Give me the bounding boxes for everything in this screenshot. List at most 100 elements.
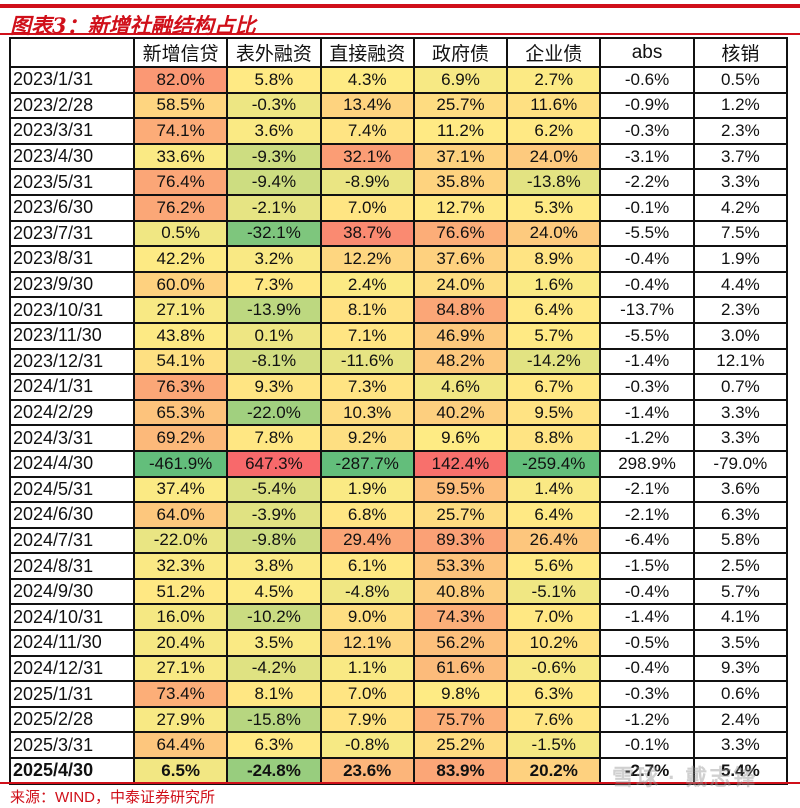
value-cell: -1.5% <box>506 731 602 760</box>
value-cell: 69.2% <box>132 424 229 452</box>
value-cell: 4.5% <box>226 577 322 606</box>
value-cell: 6.9% <box>412 66 509 94</box>
value-cell: -2.2% <box>599 168 695 196</box>
value-cell: -5.5% <box>599 219 695 248</box>
date-cell: 2023/12/31 <box>9 347 135 376</box>
value-cell: -0.1% <box>599 731 695 760</box>
date-cell: 2023/4/30 <box>9 142 135 171</box>
value-cell: -4.8% <box>319 577 415 606</box>
value-cell: -1.4% <box>599 347 695 376</box>
value-cell: 37.6% <box>412 245 509 273</box>
value-cell: 20.2% <box>506 757 602 785</box>
value-cell: -5.4% <box>226 475 322 504</box>
value-cell: -2.1% <box>226 193 322 222</box>
table-row: 2024/6/30 64.0% -3.9% 6.8% 25.7% 6.4% -2.1% 6.3… <box>9 501 789 529</box>
date-cell: 2025/3/31 <box>9 731 135 760</box>
value-cell: 1.6% <box>506 270 602 299</box>
value-cell: 37.4% <box>132 475 229 504</box>
value-cell: -79.0% <box>692 449 789 478</box>
value-cell: 6.3% <box>226 731 322 760</box>
date-cell: 2024/2/29 <box>9 398 135 427</box>
value-cell: 6.5% <box>132 757 229 785</box>
value-cell: 2.3% <box>692 117 789 145</box>
value-cell: 7.8% <box>226 424 322 452</box>
table-row: 2024/11/30 20.4% 3.5% 12.1% 56.2% 10.2% -0.5% 3… <box>9 629 789 657</box>
value-cell: -287.7% <box>319 449 415 478</box>
date-cell: 2024/4/30 <box>9 449 135 478</box>
date-cell: 2024/7/31 <box>9 526 135 555</box>
value-cell: 32.1% <box>319 142 415 171</box>
value-cell: 3.5% <box>226 629 322 657</box>
value-cell: 25.2% <box>412 731 509 760</box>
value-cell: -0.4% <box>599 270 695 299</box>
date-cell: 2023/7/31 <box>9 219 135 248</box>
table-row: 2023/7/31 0.5% -32.1% 38.7% 76.6% 24.0% -5.5% 7… <box>9 219 789 248</box>
value-cell: 6.4% <box>506 501 602 529</box>
value-cell: 20.4% <box>132 629 229 657</box>
value-cell: -259.4% <box>506 449 602 478</box>
value-cell: -1.4% <box>599 603 695 632</box>
value-cell: 0.6% <box>692 680 789 708</box>
value-cell: 6.8% <box>319 501 415 529</box>
table-row: 2023/9/30 60.0% 7.3% 2.4% 24.0% 1.6% -0.4% 4.4% <box>9 270 789 299</box>
bottom-rule <box>0 782 800 784</box>
value-cell: 6.2% <box>506 117 602 145</box>
table-row: 2024/3/31 69.2% 7.8% 9.2% 9.6% 8.8% -1.2% 3.3% <box>9 424 789 452</box>
value-cell: 7.0% <box>506 603 602 632</box>
value-cell: 24.0% <box>412 270 509 299</box>
value-cell: 7.0% <box>319 193 415 222</box>
value-cell: 56.2% <box>412 629 509 657</box>
value-cell: 3.8% <box>226 552 322 580</box>
value-cell: 64.4% <box>132 731 229 760</box>
value-cell: 29.4% <box>319 526 415 555</box>
table-row: 2025/2/28 27.9% -15.8% 7.9% 75.7% 7.6% -1.2% 2.… <box>9 705 789 734</box>
value-cell: 25.7% <box>412 501 509 529</box>
value-cell: 65.3% <box>132 398 229 427</box>
value-cell: 12.1% <box>319 629 415 657</box>
value-cell: -0.4% <box>599 577 695 606</box>
value-cell: -5.1% <box>506 577 602 606</box>
date-cell: 2023/2/28 <box>9 91 135 120</box>
value-cell: 9.2% <box>319 424 415 452</box>
value-cell: -10.2% <box>226 603 322 632</box>
value-cell: 32.3% <box>132 552 229 580</box>
column-header: 企业债 <box>506 37 602 68</box>
value-cell: 8.1% <box>226 680 322 708</box>
value-cell: 7.0% <box>319 680 415 708</box>
value-cell: 7.9% <box>319 705 415 734</box>
value-cell: 35.8% <box>412 168 509 196</box>
value-cell: -32.1% <box>226 219 322 248</box>
date-cell: 2024/6/30 <box>9 501 135 529</box>
watermark: 雪球 · 戴志锋 <box>612 765 758 790</box>
value-cell: -0.3% <box>599 680 695 708</box>
value-cell: 9.3% <box>226 373 322 401</box>
table-row: 2023/5/31 76.4% -9.4% -8.9% 35.8% -13.8% -2.2%… <box>9 168 789 196</box>
figure-title: 图表3：新增社融结构占比 <box>10 13 256 38</box>
table-row: 2023/10/31 27.1% -13.9% 8.1% 84.8% 6.4% -13.7%… <box>9 296 789 324</box>
value-cell: 11.6% <box>506 91 602 120</box>
table-row: 2023/11/30 43.8% 0.1% 7.1% 46.9% 5.7% -5.5% 3.0… <box>9 321 789 350</box>
value-cell: 298.9% <box>599 449 695 478</box>
value-cell: 75.7% <box>412 705 509 734</box>
value-cell: 3.3% <box>692 424 789 452</box>
value-cell: 4.1% <box>692 603 789 632</box>
value-cell: 12.1% <box>692 347 789 376</box>
value-cell: 9.8% <box>412 680 509 708</box>
value-cell: 25.7% <box>412 91 509 120</box>
value-cell: -2.1% <box>599 501 695 529</box>
value-cell: 0.5% <box>132 219 229 248</box>
value-cell: 43.8% <box>132 321 229 350</box>
date-cell: 2023/5/31 <box>9 168 135 196</box>
column-header: 直接融资 <box>319 37 415 68</box>
value-cell: 48.2% <box>412 347 509 376</box>
value-cell: 1.9% <box>692 245 789 273</box>
column-header: 政府债 <box>412 37 509 68</box>
value-cell: -9.3% <box>226 142 322 171</box>
value-cell: 5.7% <box>692 577 789 606</box>
header-corner <box>9 37 135 68</box>
value-cell: 37.1% <box>412 142 509 171</box>
value-cell: 4.6% <box>412 373 509 401</box>
value-cell: 82.0% <box>132 66 229 94</box>
value-cell: 3.3% <box>692 168 789 196</box>
value-cell: 7.3% <box>226 270 322 299</box>
